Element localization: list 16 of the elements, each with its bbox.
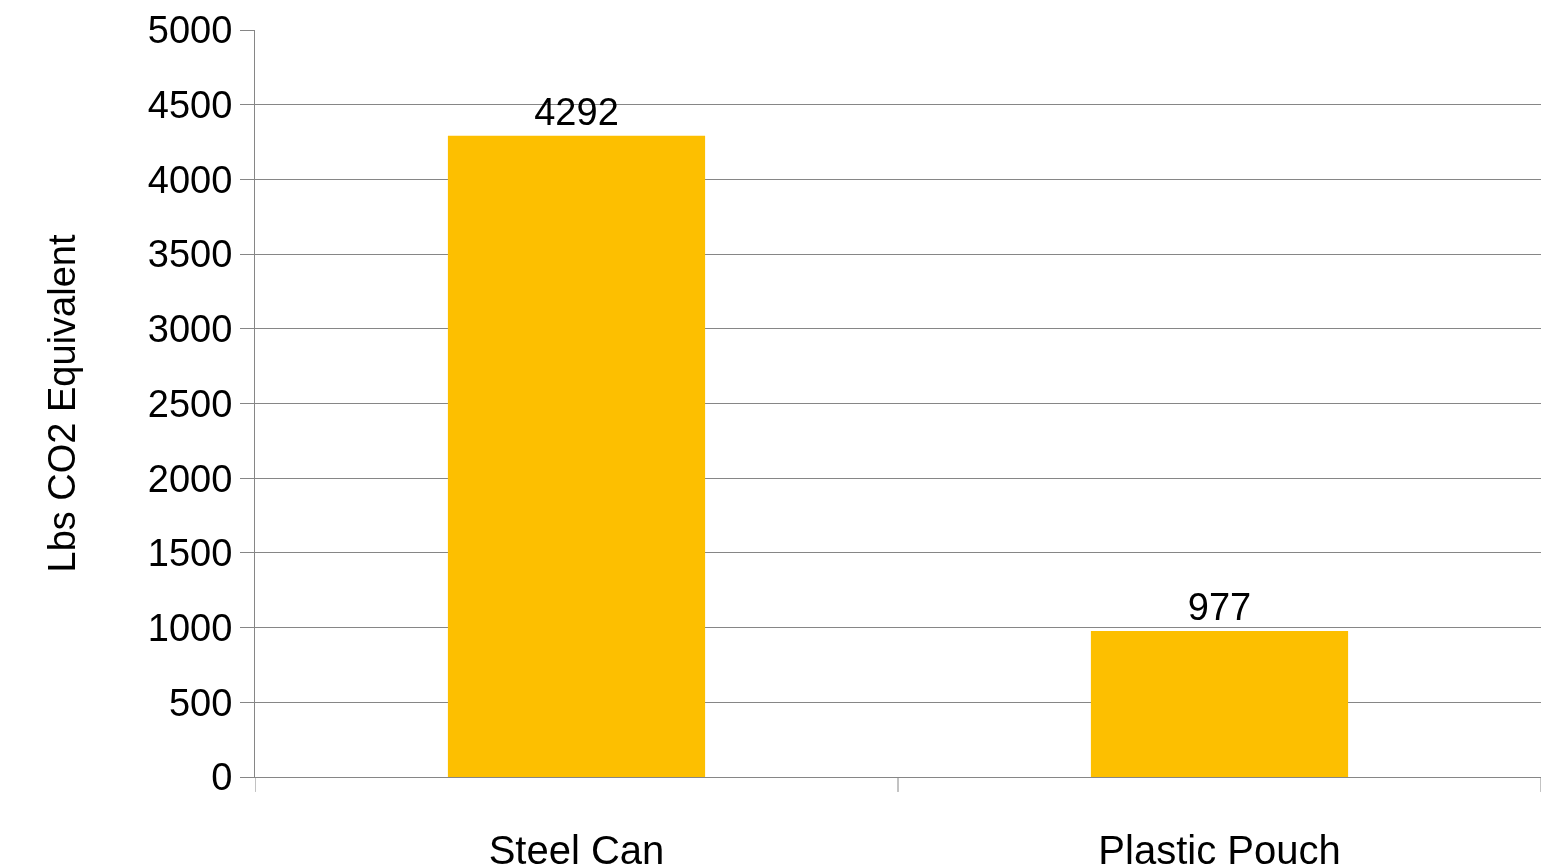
data-label: 977 xyxy=(1187,586,1252,629)
y-tick-label: 1000 xyxy=(147,606,233,649)
x-tick-label: Plastic Pouch xyxy=(1098,828,1341,868)
y-tick-label: 5000 xyxy=(147,9,233,52)
y-tick-label: 1500 xyxy=(147,532,233,575)
y-tick-label: 500 xyxy=(168,681,233,724)
y-tick-label: 2500 xyxy=(147,382,233,425)
y-tick-label: 2000 xyxy=(147,457,233,500)
y-tick-label: 3000 xyxy=(147,308,233,351)
y-tick-label: 0 xyxy=(211,756,233,799)
y-tick-label: 4500 xyxy=(147,84,233,126)
data-label: 4292 xyxy=(534,90,619,133)
y-tick-label: 4000 xyxy=(147,158,233,201)
y-tick-label: 3500 xyxy=(147,233,233,276)
x-tick-label: Steel Can xyxy=(488,828,665,868)
y-axis-title: Lbs CO2 Equivalent xyxy=(41,234,84,573)
